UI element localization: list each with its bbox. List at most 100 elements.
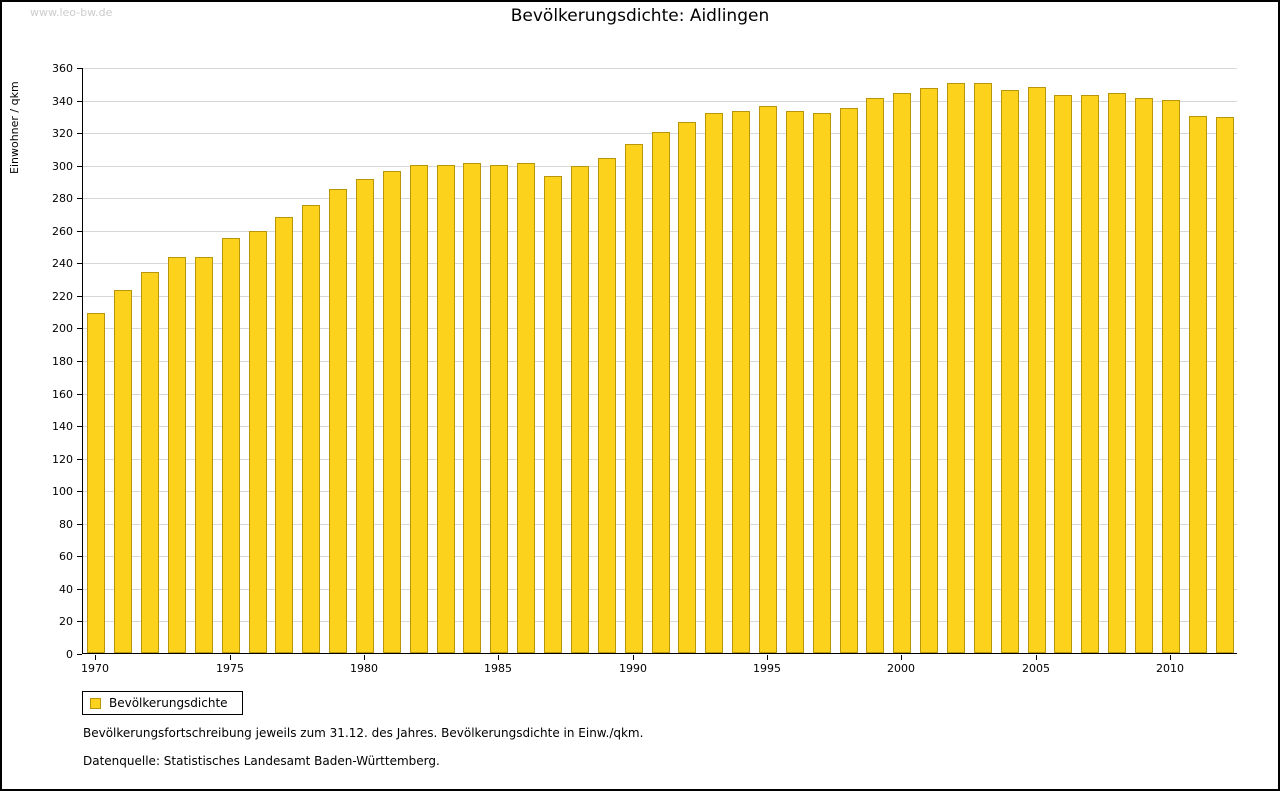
bar-1991	[652, 132, 670, 653]
bar-1988	[571, 166, 589, 653]
x-tick-label: 1980	[350, 662, 378, 675]
y-tick-label: 220	[52, 290, 73, 303]
bar-1990	[625, 144, 643, 653]
x-axis-tick	[901, 655, 902, 660]
y-tick-label: 260	[52, 225, 73, 238]
x-axis-tick	[95, 655, 96, 660]
gridline	[83, 68, 1237, 69]
x-axis-tick	[1036, 655, 1037, 660]
y-tick-label: 160	[52, 388, 73, 401]
bar-1979	[329, 189, 347, 653]
bar-1977	[275, 217, 293, 653]
bar-1994	[732, 111, 750, 653]
y-axis-tick	[77, 589, 82, 590]
x-tick-label: 2000	[887, 662, 915, 675]
x-tick-label: 1975	[216, 662, 244, 675]
bar-2011	[1189, 116, 1207, 653]
x-axis-tick	[364, 655, 365, 660]
bar-1980	[356, 179, 374, 653]
watermark: www.leo-bw.de	[30, 6, 113, 19]
bar-1987	[544, 176, 562, 653]
y-axis-tick	[77, 133, 82, 134]
y-tick-label: 0	[66, 648, 73, 661]
bar-1986	[517, 163, 535, 653]
x-axis-tick	[633, 655, 634, 660]
y-tick-label: 180	[52, 355, 73, 368]
bar-2009	[1135, 98, 1153, 653]
y-tick-label: 60	[59, 550, 73, 563]
bar-1999	[866, 98, 884, 653]
y-axis-tick	[77, 394, 82, 395]
footnote-line1: Bevölkerungsfortschreibung jeweils zum 3…	[83, 726, 644, 740]
bar-2010	[1162, 100, 1180, 653]
x-axis-tick	[230, 655, 231, 660]
y-tick-label: 40	[59, 583, 73, 596]
bar-1998	[840, 108, 858, 653]
plot-area	[82, 68, 1237, 654]
bar-1972	[141, 272, 159, 653]
bar-1978	[302, 205, 320, 653]
y-tick-label: 280	[52, 192, 73, 205]
y-axis-tick	[77, 459, 82, 460]
x-axis-tick	[498, 655, 499, 660]
x-tick-label: 2005	[1022, 662, 1050, 675]
x-tick-label: 1995	[753, 662, 781, 675]
y-tick-label: 300	[52, 160, 73, 173]
bar-1989	[598, 158, 616, 653]
y-tick-label: 200	[52, 322, 73, 335]
bar-2001	[920, 88, 938, 653]
bar-1973	[168, 257, 186, 653]
chart-title: Bevölkerungsdichte: Aidlingen	[510, 6, 770, 26]
y-tick-label: 20	[59, 615, 73, 628]
y-axis-tick	[77, 263, 82, 264]
x-tick-label: 1990	[619, 662, 647, 675]
bar-1970	[87, 313, 105, 653]
y-axis-tick	[77, 198, 82, 199]
bar-2012	[1216, 117, 1234, 653]
y-tick-label: 320	[52, 127, 73, 140]
bar-1985	[490, 165, 508, 653]
y-axis-tick	[77, 296, 82, 297]
bar-1975	[222, 238, 240, 653]
y-tick-label: 140	[52, 420, 73, 433]
y-axis-tick	[77, 68, 82, 69]
bar-2002	[947, 83, 965, 653]
bar-1995	[759, 106, 777, 653]
y-tick-label: 80	[59, 518, 73, 531]
bar-2000	[893, 93, 911, 653]
bar-1984	[463, 163, 481, 653]
legend: Bevölkerungsdichte	[82, 691, 243, 715]
bar-2007	[1081, 95, 1099, 653]
x-axis-tick	[767, 655, 768, 660]
footnote-line2: Datenquelle: Statistisches Landesamt Bad…	[83, 754, 440, 768]
y-tick-label: 120	[52, 453, 73, 466]
y-axis-tick	[77, 621, 82, 622]
bar-1971	[114, 290, 132, 653]
bar-1997	[813, 113, 831, 653]
y-tick-label: 240	[52, 257, 73, 270]
y-axis-tick	[77, 524, 82, 525]
legend-label: Bevölkerungsdichte	[109, 696, 228, 710]
bar-1993	[705, 113, 723, 653]
x-tick-label: 1985	[484, 662, 512, 675]
y-axis-tick	[77, 101, 82, 102]
bar-1976	[249, 231, 267, 653]
y-tick-label: 360	[52, 62, 73, 75]
legend-swatch-icon	[90, 697, 101, 709]
y-axis-tick	[77, 491, 82, 492]
x-tick-label: 2010	[1156, 662, 1184, 675]
y-axis-tick	[77, 556, 82, 557]
x-axis-tick	[1170, 655, 1171, 660]
y-axis-tick	[77, 426, 82, 427]
bar-2003	[974, 83, 992, 653]
bar-2008	[1108, 93, 1126, 653]
bar-2005	[1028, 87, 1046, 653]
bar-2004	[1001, 90, 1019, 653]
y-axis-tick	[77, 231, 82, 232]
bar-1992	[678, 122, 696, 653]
y-axis-tick	[77, 166, 82, 167]
bar-1996	[786, 111, 804, 653]
y-tick-label: 100	[52, 485, 73, 498]
y-tick-label: 340	[52, 95, 73, 108]
